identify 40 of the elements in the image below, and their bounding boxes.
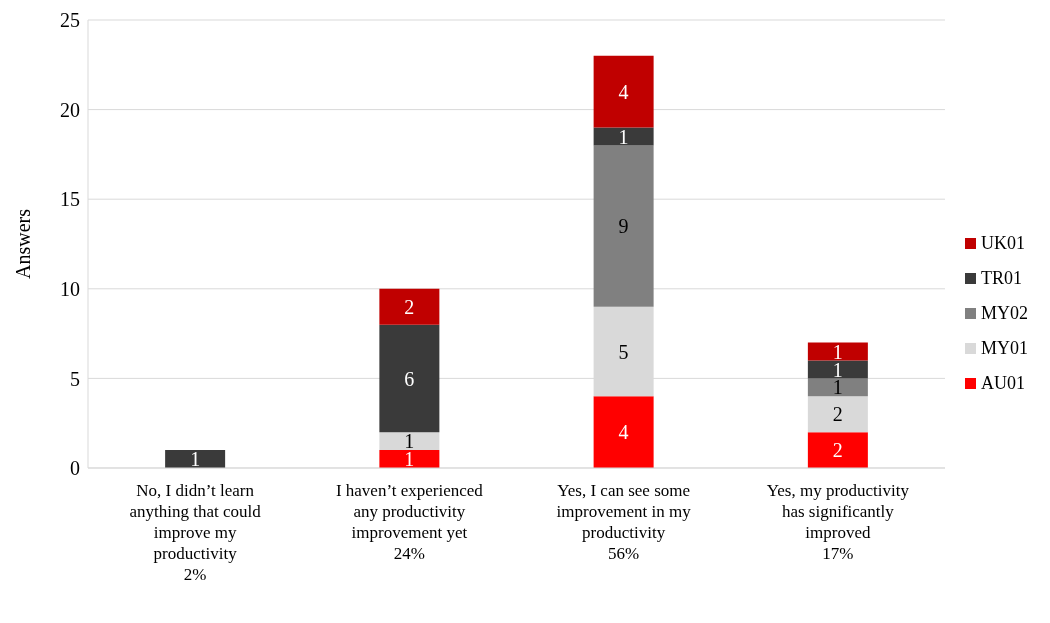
y-axis-title: Answers (12, 208, 35, 279)
data-label: 4 (618, 421, 629, 444)
data-label: 1 (618, 125, 629, 148)
data-label: 4 (618, 80, 629, 103)
data-label: 2 (404, 295, 415, 318)
bar (807, 432, 868, 468)
bar (379, 324, 440, 433)
legend-label: UK01 (980, 232, 1025, 254)
data-label: 2 (832, 439, 843, 462)
x-tick-label: Yes, I can see some improvement in my productivity 56% (556, 481, 692, 563)
bar (807, 378, 868, 397)
data-label: 9 (618, 215, 629, 238)
x-tick-label: Yes, my productivity has significantly improved 17% (766, 481, 910, 563)
bar (807, 396, 868, 433)
y-tick-label: 5 (70, 367, 80, 390)
bar (807, 342, 868, 361)
bar (593, 145, 654, 307)
legend-label: MY01 (980, 337, 1028, 359)
y-tick-label: 25 (60, 9, 80, 32)
bar (807, 360, 868, 379)
y-tick-label: 20 (60, 98, 80, 121)
bar (165, 450, 226, 468)
legend-label: AU01 (980, 372, 1025, 394)
bar (593, 55, 654, 128)
y-tick-label: 10 (60, 277, 80, 300)
bar (593, 127, 654, 146)
y-tick-label: 15 (60, 188, 80, 211)
bar (379, 432, 440, 451)
bar (379, 450, 440, 468)
y-tick-label: 0 (70, 457, 80, 480)
x-tick-label: No, I didn’t learn anything that could improve my productivity 2% (129, 481, 262, 584)
data-label: 2 (832, 403, 843, 426)
legend-label: MY02 (980, 302, 1028, 324)
x-tick-label: I haven’t experienced any productivity improvement yet 24% (335, 481, 484, 563)
bar (593, 396, 654, 468)
legend-label: TR01 (980, 267, 1022, 289)
data-label: 1 (190, 448, 201, 471)
bar (379, 288, 440, 325)
data-label: 6 (404, 367, 415, 390)
data-label: 5 (618, 340, 629, 363)
